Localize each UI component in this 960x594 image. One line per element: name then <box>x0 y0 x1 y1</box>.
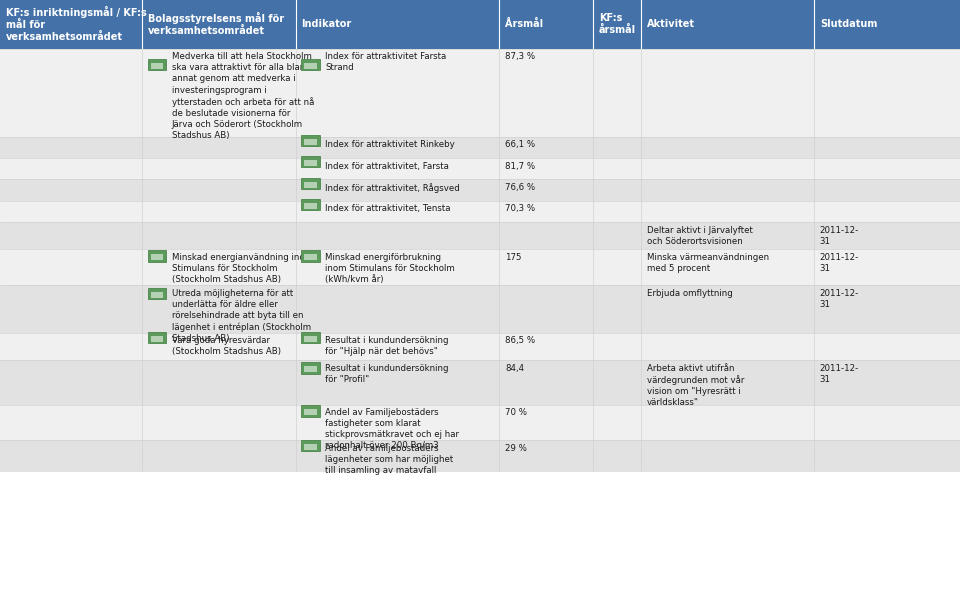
Bar <box>0 179 960 201</box>
Text: 29 %: 29 % <box>505 444 527 453</box>
Text: Andel av Familjebostäders
fastigheter som klarat
stickprovsmätkravet och ej har
: Andel av Familjebostäders fastigheter so… <box>325 408 460 450</box>
Text: 2011-12-
31: 2011-12- 31 <box>820 289 859 309</box>
Text: 84,4: 84,4 <box>505 364 524 372</box>
Bar <box>301 156 320 168</box>
Bar <box>0 137 960 158</box>
Text: 2011-12-
31: 2011-12- 31 <box>820 253 859 273</box>
Text: Bolagsstyrelsens mål för
verksamhetsområdet: Bolagsstyrelsens mål för verksamhetsområ… <box>148 12 284 36</box>
Text: Utreda möjligheterna för att
underlätta för äldre eller
rörelsehindrade att byta: Utreda möjligheterna för att underlätta … <box>172 289 311 343</box>
Text: 70,3 %: 70,3 % <box>505 204 535 213</box>
Text: 2011-12-
31: 2011-12- 31 <box>820 364 859 384</box>
Bar <box>304 160 317 166</box>
Text: 86,5 %: 86,5 % <box>505 336 535 345</box>
Bar <box>0 405 960 440</box>
Text: Index för attraktivitet Rinkeby: Index för attraktivitet Rinkeby <box>325 140 455 149</box>
Text: 81,7 %: 81,7 % <box>505 162 535 170</box>
Bar <box>151 292 163 298</box>
Text: Arbeta aktivt utifrån
värdegrunden mot vår
vision om "Hyresrätt i
världsklass": Arbeta aktivt utifrån värdegrunden mot v… <box>647 364 744 407</box>
Bar <box>301 199 320 210</box>
Text: Resultat i kundundersökning
för "Profil": Resultat i kundundersökning för "Profil" <box>325 364 449 384</box>
Text: Erbjuda omflyttning: Erbjuda omflyttning <box>647 289 732 298</box>
Bar <box>301 250 320 261</box>
Bar <box>304 139 317 145</box>
Bar <box>304 63 317 69</box>
Bar <box>301 332 320 343</box>
Bar <box>0 222 960 249</box>
Bar <box>0 201 960 222</box>
Text: Medverka till att hela Stockholm
ska vara attraktivt för alla bland
annat genom : Medverka till att hela Stockholm ska var… <box>172 52 314 140</box>
Text: 66,1 %: 66,1 % <box>505 140 535 149</box>
Text: 70 %: 70 % <box>505 408 527 417</box>
Bar <box>0 333 960 360</box>
Bar <box>304 182 317 188</box>
Bar <box>304 366 317 372</box>
Bar <box>301 178 320 189</box>
Bar <box>0 0 960 49</box>
Text: Indikator: Indikator <box>301 20 351 29</box>
Bar <box>301 135 320 146</box>
Text: Minskad energianvändning inom
Stimulans för Stockholm
(Stockholm Stadshus AB): Minskad energianvändning inom Stimulans … <box>172 253 313 285</box>
Text: Årsmål: Årsmål <box>505 20 543 29</box>
Bar <box>304 254 317 260</box>
Text: Resultat i kundundersökning
för "Hjälp när det behövs": Resultat i kundundersökning för "Hjälp n… <box>325 336 449 356</box>
Bar <box>0 249 960 285</box>
Text: KF:s inriktningsmål / KF:s
mål för
verksamhetsområdet: KF:s inriktningsmål / KF:s mål för verks… <box>6 6 147 43</box>
Text: Andel av Familjebostäders
lägenheter som har möjlighet
till insamling av matavfa: Andel av Familjebostäders lägenheter som… <box>325 444 454 475</box>
Text: Index för attraktivitet Farsta
Strand: Index för attraktivitet Farsta Strand <box>325 52 446 72</box>
Text: 76,6 %: 76,6 % <box>505 183 535 192</box>
Bar <box>151 63 163 69</box>
Bar <box>301 362 320 374</box>
Bar <box>304 203 317 209</box>
Bar <box>148 59 166 70</box>
Text: Index för attraktivitet, Rågsved: Index för attraktivitet, Rågsved <box>325 183 460 193</box>
Bar <box>304 336 317 342</box>
Text: Minskad energiförbrukning
inom Stimulans för Stockholm
(kWh/kvm år): Minskad energiförbrukning inom Stimulans… <box>325 253 455 285</box>
Bar <box>0 158 960 179</box>
Text: 175: 175 <box>505 253 521 262</box>
Bar <box>301 405 320 416</box>
Text: Index för attraktivitet, Tensta: Index för attraktivitet, Tensta <box>325 204 451 213</box>
Bar <box>0 440 960 471</box>
Text: 87,3 %: 87,3 % <box>505 52 535 61</box>
Bar <box>0 285 960 333</box>
Bar <box>301 59 320 70</box>
Bar <box>151 254 163 260</box>
Text: 2011-12-
31: 2011-12- 31 <box>820 226 859 246</box>
Bar <box>148 332 166 343</box>
Text: Deltar aktivt i Järvalyftet
och Söderortsvisionen: Deltar aktivt i Järvalyftet och Söderort… <box>647 226 753 246</box>
Bar <box>304 444 317 450</box>
Text: Vara goda hyresvärdar
(Stockholm Stadshus AB): Vara goda hyresvärdar (Stockholm Stadshu… <box>172 336 281 356</box>
Bar <box>0 49 960 137</box>
Text: Minska värmeanvändningen
med 5 procent: Minska värmeanvändningen med 5 procent <box>647 253 769 273</box>
Bar <box>148 250 166 261</box>
Text: Slutdatum: Slutdatum <box>820 20 877 29</box>
Text: Index för attraktivitet, Farsta: Index för attraktivitet, Farsta <box>325 162 449 170</box>
Bar <box>0 360 960 405</box>
Text: Aktivitet: Aktivitet <box>647 20 695 29</box>
Bar <box>148 288 166 299</box>
Bar <box>301 440 320 451</box>
Bar <box>304 409 317 415</box>
Bar <box>151 336 163 342</box>
Text: KF:s
årsmål: KF:s årsmål <box>599 13 636 36</box>
